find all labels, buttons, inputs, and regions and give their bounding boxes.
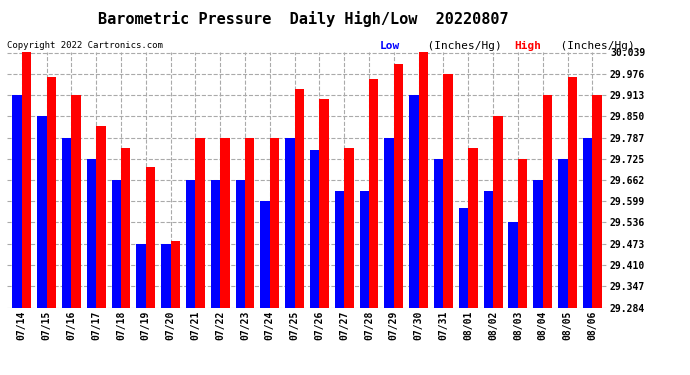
Bar <box>47 78 56 308</box>
Bar <box>543 95 552 308</box>
Bar <box>583 138 592 308</box>
Bar <box>285 138 295 308</box>
Bar <box>384 138 394 308</box>
Bar <box>394 64 403 308</box>
Bar <box>484 190 493 308</box>
Bar <box>96 126 106 308</box>
Bar <box>260 201 270 308</box>
Bar <box>220 138 230 308</box>
Bar <box>195 138 205 308</box>
Bar <box>319 99 329 308</box>
Bar <box>359 190 369 308</box>
Bar <box>518 159 527 308</box>
Bar <box>419 53 428 308</box>
Bar <box>211 180 220 308</box>
Bar <box>146 167 155 308</box>
Bar <box>509 222 518 308</box>
Bar <box>245 138 255 308</box>
Bar <box>112 180 121 308</box>
Bar <box>37 116 47 308</box>
Bar <box>71 95 81 308</box>
Text: Low: Low <box>380 41 400 51</box>
Bar <box>493 116 502 308</box>
Bar <box>459 207 469 308</box>
Bar <box>22 53 31 308</box>
Bar <box>434 159 444 308</box>
Bar <box>335 190 344 308</box>
Text: Copyright 2022 Cartronics.com: Copyright 2022 Cartronics.com <box>7 41 163 50</box>
Text: High: High <box>514 41 541 51</box>
Bar <box>170 241 180 308</box>
Text: Barometric Pressure  Daily High/Low  20220807: Barometric Pressure Daily High/Low 20220… <box>98 11 509 27</box>
Text: (Inches/Hg): (Inches/Hg) <box>547 41 635 51</box>
Bar <box>444 74 453 308</box>
Bar <box>161 244 170 308</box>
Bar <box>310 150 319 308</box>
Bar <box>567 78 577 308</box>
Bar <box>469 148 477 308</box>
Text: (Inches/Hg): (Inches/Hg) <box>414 41 502 51</box>
Bar <box>533 180 543 308</box>
Bar <box>121 148 130 308</box>
Bar <box>87 159 96 308</box>
Bar <box>592 95 602 308</box>
Bar <box>369 79 379 308</box>
Bar <box>270 138 279 308</box>
Bar <box>62 138 71 308</box>
Bar <box>186 180 195 308</box>
Bar <box>12 95 22 308</box>
Bar <box>235 180 245 308</box>
Bar <box>558 159 567 308</box>
Bar <box>344 148 354 308</box>
Bar <box>137 244 146 308</box>
Bar <box>409 95 419 308</box>
Bar <box>295 89 304 308</box>
